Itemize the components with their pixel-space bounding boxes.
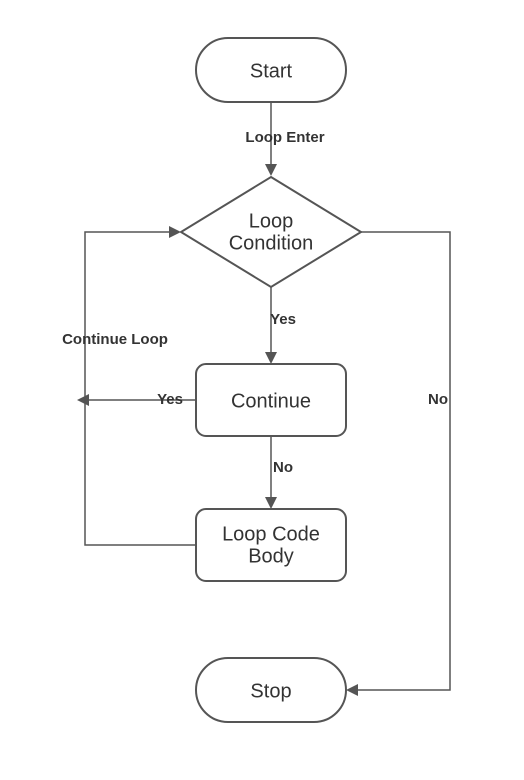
node-label: Start: [250, 60, 293, 82]
edge-path: [85, 232, 196, 545]
edge-path: [354, 232, 450, 690]
arrowhead-down-icon: [265, 164, 277, 176]
arrowhead-down-icon: [265, 352, 277, 364]
node-label: Stop: [250, 680, 291, 702]
edge-continue-to-body: No: [265, 436, 293, 509]
edge-body-to-condition: Continue Loop: [62, 226, 196, 545]
node-label-line1: Loop Code: [222, 523, 320, 545]
node-continue: Continue: [196, 364, 346, 436]
node-condition: Loop Condition: [181, 177, 361, 287]
edge-continue-yes: Yes: [77, 391, 196, 408]
edge-label: Loop Enter: [245, 129, 324, 146]
edge-condition-to-continue: Yes: [265, 287, 296, 364]
arrowhead-down-icon: [265, 497, 277, 509]
edge-label: Continue Loop: [62, 331, 168, 348]
edge-label: Yes: [157, 391, 183, 408]
edge-condition-no-to-stop: No: [346, 232, 450, 696]
edge-label: No: [428, 391, 448, 408]
node-label-line2: Condition: [229, 232, 314, 254]
arrowhead-left-icon: [77, 394, 89, 406]
node-label-line1: Loop: [249, 210, 294, 232]
node-start: Start: [196, 38, 346, 102]
node-stop: Stop: [196, 658, 346, 722]
arrowhead-left-icon: [346, 684, 358, 696]
edge-start-to-condition: Loop Enter: [245, 102, 324, 176]
edge-label: No: [273, 459, 293, 476]
edge-label: Yes: [270, 311, 296, 328]
node-label-line2: Body: [248, 545, 294, 567]
node-label: Continue: [231, 390, 311, 412]
node-body: Loop Code Body: [196, 509, 346, 581]
